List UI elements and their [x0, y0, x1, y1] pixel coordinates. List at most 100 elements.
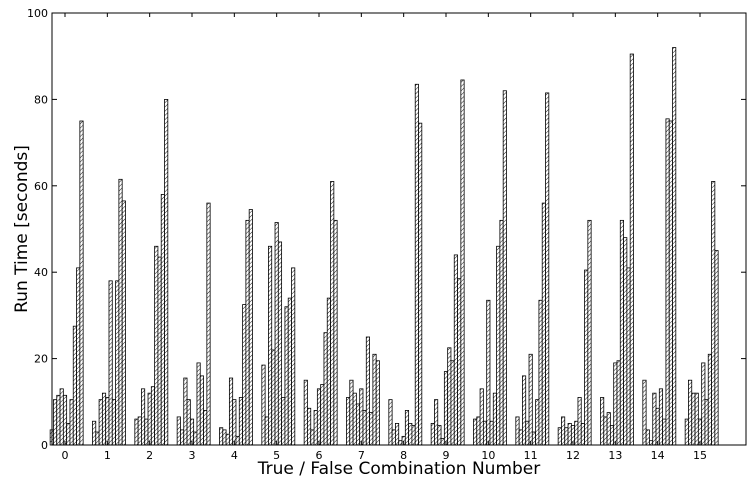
bar-6-9 — [333, 219, 338, 446]
bar-6-6 — [323, 332, 328, 446]
bar-10-5 — [489, 420, 494, 446]
bar-7-3 — [355, 403, 361, 446]
bar-4-4 — [232, 399, 237, 446]
bar-1-8 — [118, 178, 123, 446]
bar-6-0 — [303, 379, 308, 446]
bar-11-6 — [535, 399, 540, 446]
plot-frame — [51, 12, 747, 446]
x-tick-label: 7 — [358, 449, 365, 462]
x-tick-label: 3 — [189, 449, 196, 462]
bar-13-2 — [606, 412, 611, 446]
bar-8-0 — [388, 399, 393, 446]
bar-8-6 — [408, 422, 413, 446]
bar-3-1 — [180, 429, 185, 446]
bars-layer — [49, 47, 719, 446]
bar-5-2 — [268, 245, 273, 446]
y-tick-label: 20 — [34, 353, 48, 366]
bar-3-0 — [176, 416, 181, 446]
bar-10-9 — [502, 90, 507, 446]
bar-3-7 — [199, 375, 204, 446]
bar-8-8 — [414, 83, 419, 446]
bar-14-5 — [658, 388, 664, 446]
x-tick-label: 14 — [651, 449, 665, 462]
x-tick-label: 11 — [524, 449, 538, 462]
bar-9-5 — [447, 347, 452, 446]
bar-8-7 — [411, 425, 416, 446]
bar-14-6 — [662, 418, 667, 446]
bar-4-7 — [242, 304, 247, 446]
bar-6-8 — [330, 181, 335, 446]
bar-2-2 — [141, 388, 146, 446]
bar-11-1 — [518, 429, 523, 446]
bar-10-8 — [499, 219, 504, 446]
bar-9-2 — [437, 425, 442, 446]
bar-10-2 — [479, 388, 484, 446]
bar-4-1 — [222, 429, 227, 446]
bar-10-4 — [486, 299, 491, 446]
bar-2-4 — [147, 392, 152, 446]
y-axis-ticks: 0 20 40 60 80 100 — [27, 7, 746, 452]
bar-11-3 — [525, 420, 530, 446]
bar-13-7 — [623, 237, 628, 446]
bar-12-3 — [567, 422, 572, 446]
bar-5-7 — [284, 306, 289, 446]
bar-11-7 — [538, 299, 543, 446]
x-axis-ticks: 0 1 2 3 4 5 6 7 8 9 10 11 12 13 14 15 — [62, 13, 707, 462]
bar-12-2 — [564, 427, 569, 446]
bar-0-4 — [62, 394, 68, 446]
x-tick-label: 6 — [316, 449, 323, 462]
bar-15-2 — [691, 392, 696, 446]
bar-1-9 — [121, 200, 126, 446]
bar-14-3 — [652, 392, 657, 446]
bar-6-2 — [310, 429, 315, 446]
bar-0-5 — [66, 422, 71, 446]
bar-1-5 — [108, 280, 113, 446]
bar-8-5 — [404, 410, 410, 446]
bar-14-9 — [672, 47, 677, 446]
bar-5-0 — [261, 364, 266, 446]
bar-1-0 — [92, 420, 97, 446]
bar-7-8 — [372, 353, 377, 446]
bar-7-1 — [349, 379, 354, 446]
bar-7-2 — [352, 392, 357, 446]
bar-13-1 — [603, 416, 608, 446]
bar-3-2 — [183, 377, 188, 446]
bar-9-6 — [450, 360, 455, 446]
bar-9-9 — [460, 79, 465, 446]
bar-4-2 — [225, 433, 230, 446]
bar-3-3 — [186, 399, 191, 446]
bar-12-8 — [584, 269, 589, 446]
bar-14-4 — [655, 407, 660, 446]
bar-8-3 — [398, 440, 403, 446]
bar-10-1 — [476, 416, 481, 446]
bar-2-0 — [134, 418, 139, 446]
bar-0-2 — [56, 394, 61, 446]
bar-6-3 — [313, 410, 318, 446]
bar-12-5 — [574, 420, 579, 446]
y-tick-label: 0 — [41, 439, 48, 452]
bar-7-5 — [362, 410, 367, 446]
x-tick-label: 12 — [566, 449, 580, 462]
bar-7-4 — [359, 388, 364, 446]
bar-4-8 — [245, 219, 250, 446]
bar-6-4 — [316, 388, 322, 446]
x-tick-label: 0 — [62, 449, 69, 462]
bar-1-3 — [101, 392, 107, 446]
bar-3-9 — [206, 202, 211, 446]
bar-5-4 — [274, 222, 279, 446]
bar-13-9 — [629, 53, 634, 446]
bar-1-4 — [105, 397, 110, 446]
bar-4-5 — [235, 435, 240, 446]
bar-14-7 — [665, 118, 670, 446]
bar-12-0 — [557, 427, 562, 446]
bar-11-2 — [522, 375, 527, 446]
bar-1-1 — [95, 431, 100, 446]
bar-14-0 — [642, 379, 647, 446]
bar-7-0 — [346, 397, 351, 446]
bar-6-7 — [326, 297, 331, 446]
bar-4-9 — [248, 209, 253, 446]
bar-9-8 — [457, 278, 462, 446]
x-axis-title: True / False Combination Number — [257, 459, 541, 478]
bar-0-7 — [72, 325, 77, 446]
bar-5-3 — [271, 349, 276, 446]
